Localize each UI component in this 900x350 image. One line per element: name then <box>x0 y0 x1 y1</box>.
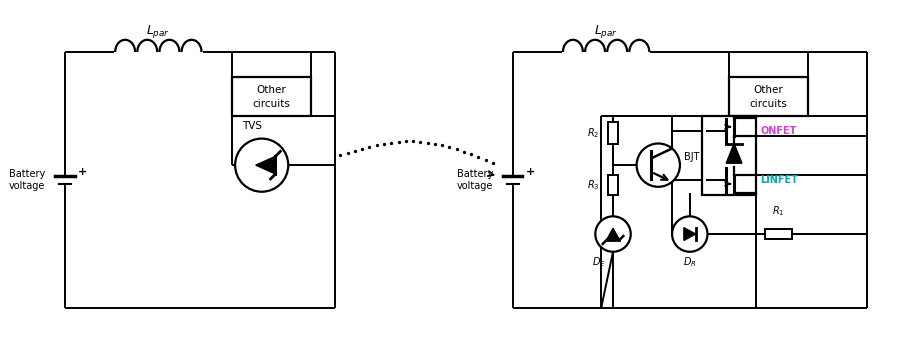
Bar <box>765 229 792 239</box>
Text: +: + <box>77 167 87 177</box>
Circle shape <box>235 139 288 192</box>
Bar <box>608 122 618 144</box>
Text: Battery
voltage: Battery voltage <box>9 169 45 191</box>
Text: $L_{par}$: $L_{par}$ <box>594 23 618 40</box>
Text: $R_3$: $R_3$ <box>587 178 599 192</box>
Polygon shape <box>256 156 275 174</box>
Text: $R_2$: $R_2$ <box>587 126 599 140</box>
Text: Battery
voltage: Battery voltage <box>456 169 493 191</box>
Text: Other: Other <box>256 85 286 95</box>
Bar <box>729 77 808 116</box>
Circle shape <box>672 216 707 252</box>
Text: +: + <box>526 167 535 177</box>
Text: $D_R$: $D_R$ <box>683 256 697 270</box>
Text: circuits: circuits <box>253 99 291 109</box>
Circle shape <box>636 144 680 187</box>
Text: circuits: circuits <box>750 99 788 109</box>
Bar <box>608 175 618 195</box>
Polygon shape <box>684 228 696 240</box>
Text: TVS: TVS <box>242 121 262 131</box>
Bar <box>232 77 310 116</box>
Bar <box>702 116 756 195</box>
Polygon shape <box>726 144 742 163</box>
Text: $R_1$: $R_1$ <box>772 204 785 218</box>
Text: $D_E$: $D_E$ <box>592 256 606 270</box>
Circle shape <box>595 216 631 252</box>
Text: ONFET: ONFET <box>760 126 796 136</box>
Polygon shape <box>607 228 619 240</box>
Text: $L_{par}$: $L_{par}$ <box>147 23 170 40</box>
Text: LINFET: LINFET <box>760 175 798 185</box>
Text: Other: Other <box>753 85 783 95</box>
Text: BJT: BJT <box>684 152 699 162</box>
